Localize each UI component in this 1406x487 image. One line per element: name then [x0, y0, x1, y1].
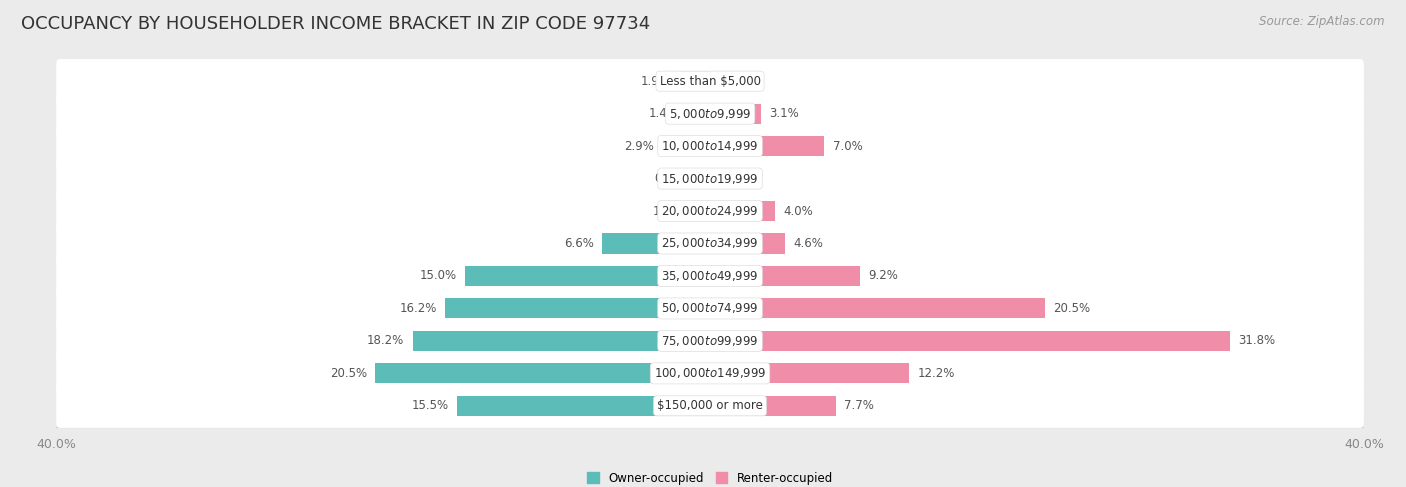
Bar	[465, 266, 710, 286]
FancyBboxPatch shape	[56, 384, 1364, 428]
Bar	[602, 233, 710, 254]
Text: $20,000 to $24,999: $20,000 to $24,999	[661, 204, 759, 218]
Text: $35,000 to $49,999: $35,000 to $49,999	[661, 269, 759, 283]
Text: 20.5%: 20.5%	[1053, 302, 1091, 315]
FancyBboxPatch shape	[56, 286, 1364, 331]
Bar	[700, 169, 710, 188]
Text: 16.2%: 16.2%	[399, 302, 437, 315]
Text: OCCUPANCY BY HOUSEHOLDER INCOME BRACKET IN ZIP CODE 97734: OCCUPANCY BY HOUSEHOLDER INCOME BRACKET …	[21, 15, 651, 33]
Text: 15.0%: 15.0%	[419, 269, 457, 282]
Text: 15.5%: 15.5%	[412, 399, 449, 412]
FancyBboxPatch shape	[56, 189, 1364, 233]
Text: 0.64%: 0.64%	[654, 172, 692, 185]
Bar	[412, 331, 710, 351]
Text: $100,000 to $149,999: $100,000 to $149,999	[654, 366, 766, 380]
Text: Source: ZipAtlas.com: Source: ZipAtlas.com	[1260, 15, 1385, 28]
Text: $10,000 to $14,999: $10,000 to $14,999	[661, 139, 759, 153]
Text: $150,000 or more: $150,000 or more	[657, 399, 763, 412]
Bar	[457, 396, 710, 416]
Text: 4.6%: 4.6%	[793, 237, 824, 250]
Bar	[710, 266, 860, 286]
Text: $5,000 to $9,999: $5,000 to $9,999	[669, 107, 751, 121]
FancyBboxPatch shape	[56, 351, 1364, 395]
Bar	[679, 71, 710, 91]
Bar	[710, 201, 776, 221]
Text: 2.9%: 2.9%	[624, 140, 654, 152]
Bar	[710, 363, 910, 383]
Text: 1.4%: 1.4%	[650, 107, 679, 120]
Bar	[446, 299, 710, 318]
Text: 4.0%: 4.0%	[783, 205, 813, 218]
Text: 7.7%: 7.7%	[844, 399, 875, 412]
Bar	[710, 396, 837, 416]
Text: 6.6%: 6.6%	[564, 237, 593, 250]
Bar	[710, 299, 1045, 318]
Text: $50,000 to $74,999: $50,000 to $74,999	[661, 301, 759, 316]
Text: 0.0%: 0.0%	[718, 75, 748, 88]
Text: Less than $5,000: Less than $5,000	[659, 75, 761, 88]
Bar	[688, 104, 710, 124]
Text: 1.2%: 1.2%	[652, 205, 682, 218]
FancyBboxPatch shape	[56, 92, 1364, 136]
Text: $15,000 to $19,999: $15,000 to $19,999	[661, 171, 759, 186]
Text: 3.1%: 3.1%	[769, 107, 799, 120]
FancyBboxPatch shape	[56, 319, 1364, 363]
FancyBboxPatch shape	[56, 156, 1364, 201]
FancyBboxPatch shape	[56, 124, 1364, 168]
FancyBboxPatch shape	[56, 254, 1364, 298]
Text: 1.9%: 1.9%	[641, 75, 671, 88]
FancyBboxPatch shape	[56, 59, 1364, 103]
Text: 12.2%: 12.2%	[918, 367, 955, 380]
Bar	[690, 201, 710, 221]
Text: 0.0%: 0.0%	[718, 172, 748, 185]
Bar	[375, 363, 710, 383]
Text: 20.5%: 20.5%	[329, 367, 367, 380]
Text: 31.8%: 31.8%	[1237, 335, 1275, 347]
Text: $75,000 to $99,999: $75,000 to $99,999	[661, 334, 759, 348]
FancyBboxPatch shape	[56, 222, 1364, 265]
Bar	[662, 136, 710, 156]
Legend: Owner-occupied, Renter-occupied: Owner-occupied, Renter-occupied	[582, 467, 838, 487]
Text: $25,000 to $34,999: $25,000 to $34,999	[661, 237, 759, 250]
Bar	[710, 136, 824, 156]
Text: 7.0%: 7.0%	[832, 140, 862, 152]
Bar	[710, 233, 785, 254]
Bar	[710, 331, 1230, 351]
Bar	[710, 104, 761, 124]
Text: 18.2%: 18.2%	[367, 335, 405, 347]
Text: 9.2%: 9.2%	[869, 269, 898, 282]
